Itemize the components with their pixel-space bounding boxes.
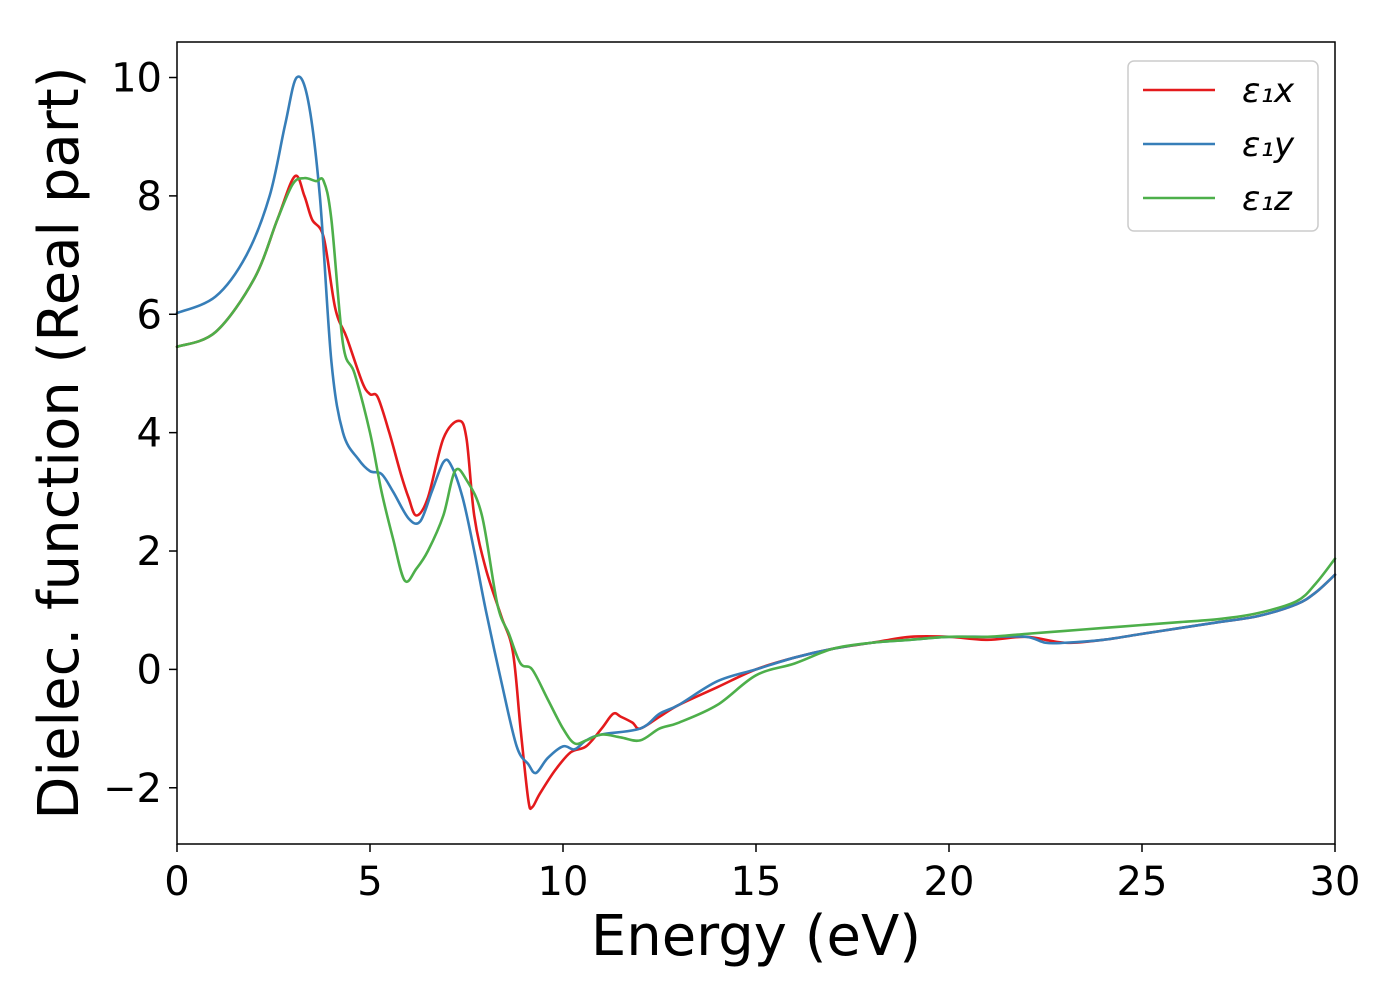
y-axis-title: Dielec. function (Real part)	[27, 66, 92, 819]
x-tick-label: 15	[731, 859, 782, 905]
x-tick-label: 5	[357, 859, 382, 905]
x-tick-label: 0	[164, 859, 189, 905]
y-tick-label: 6	[137, 292, 162, 338]
y-tick-label: 8	[137, 174, 162, 220]
x-tick-label: 10	[538, 859, 589, 905]
legend-label-0: ε₁x	[1242, 71, 1295, 111]
legend-label-2: ε₁z	[1242, 179, 1293, 219]
x-tick-label: 25	[1117, 859, 1168, 905]
x-tick-label: 30	[1310, 859, 1361, 905]
y-tick-label: 2	[137, 529, 162, 575]
y-axis: −2 0 2 4 6 8 10	[103, 56, 177, 812]
series-line-2	[175, 176, 1337, 746]
x-axis-title: Energy (eV)	[591, 904, 921, 969]
series-line-1	[175, 75, 1337, 775]
legend: ε₁x ε₁y ε₁z	[1127, 60, 1319, 232]
x-axis: 0 5 10 15 20 25 30	[164, 844, 1360, 905]
legend-frame	[1127, 60, 1319, 232]
series-layer	[175, 75, 1337, 811]
x-tick-label: 20	[924, 859, 975, 905]
y-tick-label: 10	[111, 56, 162, 102]
legend-label-1: ε₁y	[1242, 125, 1295, 165]
y-tick-label: 0	[137, 647, 162, 693]
y-tick-label: 4	[137, 411, 162, 457]
y-tick-label: −2	[103, 766, 162, 812]
